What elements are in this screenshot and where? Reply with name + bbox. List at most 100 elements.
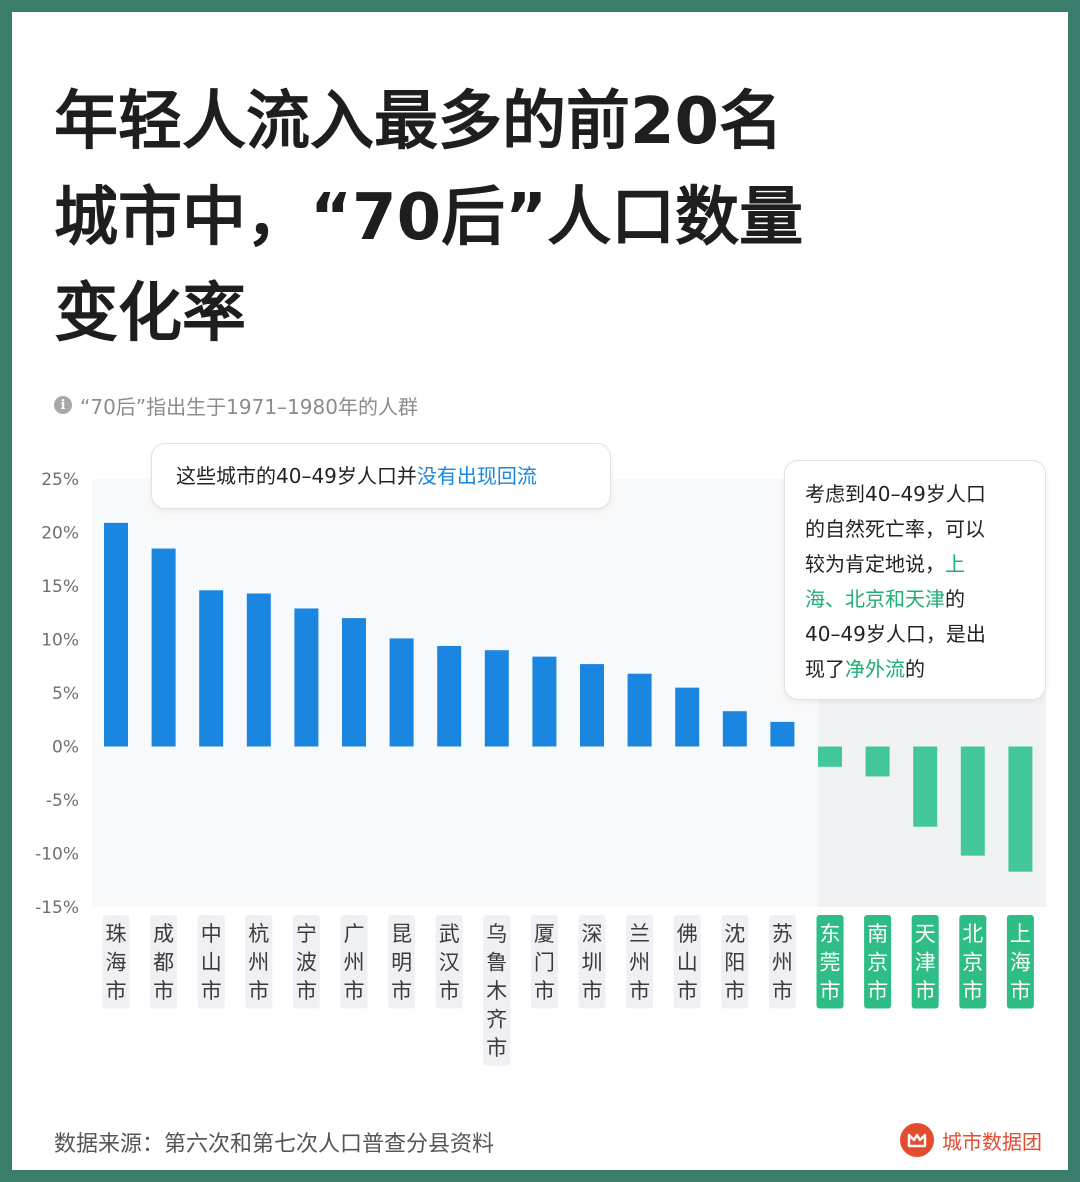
callout-no-return-highlight: 没有出现回流 [416,463,537,488]
x-tick-label: 广州市 [344,922,365,1003]
brand: 城市数据团 [900,1120,1042,1160]
y-tick-label: 10% [41,631,79,651]
data-source: 数据来源：第六次和第七次人口普查分县资料 [54,1132,495,1157]
title-line-3: 变化率 [54,277,246,351]
x-tick-label: 珠海市 [106,922,127,1003]
x-label-武汉市: 武汉市 [435,915,463,1009]
y-tick-label: -15% [35,898,79,918]
callout-line-3: 较为肯定地说， [805,552,945,576]
y-tick-label: 25% [41,470,79,490]
bar-苏州市 [770,721,795,747]
x-tick-label: 上海市 [1010,922,1031,1003]
y-tick-label: -5% [46,791,79,811]
callout-line-1: 考虑到40–49岁人口 [805,482,986,506]
definition-note-text: “70后”指出生于1971–1980年的人群 [80,394,418,419]
x-label-box [102,915,130,1009]
x-tick-label: 深圳市 [582,922,603,1003]
bar-厦门市 [532,656,557,747]
bar-沈阳市 [722,711,747,747]
x-label-佛山市: 佛山市 [673,915,701,1009]
x-tick-label: 武汉市 [439,922,460,1003]
info-icon: i [54,396,72,414]
x-axis-labels: 珠海市 成都市 中山市 杭州市 宁波市 广州市 昆明市 武汉市 乌鲁木齐市 厦门市 深圳市 兰州市 佛山… [102,915,1034,1066]
x-label-珠海市: 珠海市 [102,915,130,1009]
callout-line-3-highlight: 上 [945,552,965,576]
x-label-box [578,915,606,1009]
x-label-天津市: 天津市 [911,915,939,1009]
bar-北京市 [960,746,985,856]
x-label-box [245,915,273,1009]
bar-乌鲁木齐市 [484,650,509,747]
y-tick-label: 15% [41,577,79,597]
x-label-沈阳市: 沈阳市 [721,915,749,1009]
x-label-box [483,915,511,1066]
x-label-宁波市: 宁波市 [292,915,320,1009]
x-tick-label: 兰州市 [629,922,650,1003]
bars [104,522,1033,872]
x-label-box [530,915,558,1009]
x-tick-label: 宁波市 [296,922,317,1003]
callout-line-5: 40–49岁人口，是出 [805,622,986,646]
x-tick-label: 成都市 [153,922,174,1003]
x-label-北京市: 北京市 [959,915,987,1009]
x-label-昆明市: 昆明市 [388,915,416,1009]
x-tick-label: 天津市 [915,922,936,1003]
x-tick-label: 佛山市 [677,922,698,1003]
callout-no-return-text: 这些城市的40–49岁人口并 [176,463,417,488]
bar-宁波市 [294,608,319,747]
x-label-box [816,915,844,1009]
x-tick-label: 沈阳市 [724,922,745,1003]
x-label-box [340,915,368,1009]
x-label-box [197,915,225,1009]
bar-成都市 [151,548,176,747]
chart-card: 年轻人流入最多的前20名 城市中，“70后”人口数量 变化率 i “70后”指出… [12,12,1068,1170]
bar-兰州市 [627,673,652,747]
brand-name: 城市数据团 [942,1129,1042,1154]
title-line-2: 城市中，“70后”人口数量 [54,181,804,255]
bar-东莞市 [818,746,842,767]
x-label-box [911,915,939,1009]
bar-武汉市 [437,645,462,747]
callout-line-6-highlight: 净外流 [845,657,905,681]
x-label-box [292,915,320,1009]
y-tick-label: -10% [35,845,79,865]
chart-title: 年轻人流入最多的前20名 城市中，“70后”人口数量 变化率 [54,74,954,362]
callout-line-6: 现了 [805,657,845,681]
brand-logo-icon [900,1123,934,1157]
x-label-box [768,915,796,1009]
bar-天津市 [913,746,938,827]
bar-南京市 [865,746,890,777]
callout-line-4: 的 [945,587,965,611]
x-label-box [721,915,749,1009]
x-tick-label: 昆明市 [391,922,412,1003]
x-label-box [435,915,463,1009]
bar-昆明市 [389,638,414,747]
x-label-深圳市: 深圳市 [578,915,606,1009]
x-label-南京市: 南京市 [864,915,892,1009]
x-tick-label: 中山市 [201,922,222,1003]
x-tick-label: 杭州市 [248,922,269,1003]
callout-line-6-end: 的 [905,657,925,681]
x-label-box [864,915,892,1009]
x-tick-label: 厦门市 [534,922,555,1003]
x-label-乌鲁木齐市: 乌鲁木齐市 [483,915,511,1066]
bar-深圳市 [580,664,604,747]
y-tick-label: 0% [52,738,79,758]
x-label-box [388,915,416,1009]
x-label-杭州市: 杭州市 [245,915,273,1009]
y-tick-label: 5% [52,684,79,704]
bar-杭州市 [246,593,271,747]
x-tick-label: 南京市 [867,922,888,1003]
bar-上海市 [1008,746,1033,872]
x-label-box [626,915,654,1009]
x-label-广州市: 广州市 [340,915,368,1009]
x-label-box [1006,915,1034,1009]
callout-line-2: 的自然死亡率，可以 [805,517,985,541]
y-tick-label: 20% [41,524,79,544]
x-label-成都市: 成都市 [150,915,178,1009]
bar-佛山市 [675,687,700,747]
x-tick-label: 苏州市 [772,922,793,1003]
x-label-东莞市: 东莞市 [816,915,844,1009]
x-tick-label: 北京市 [962,922,983,1003]
x-tick-label: 乌鲁木齐市 [486,922,507,1060]
